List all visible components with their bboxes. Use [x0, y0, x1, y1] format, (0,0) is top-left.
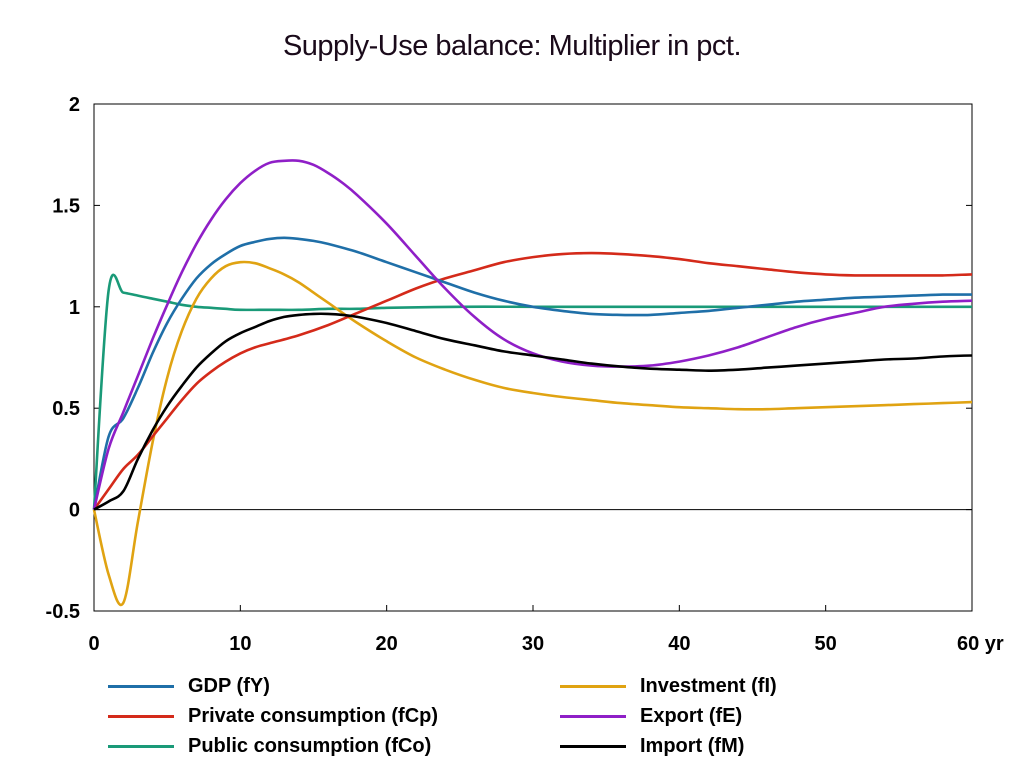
series-line-private-consumption-fcp	[92, 251, 973, 511]
y-tick-label: 0	[69, 500, 80, 522]
series-line-export-fe	[92, 159, 973, 510]
series-line-investment-fi	[92, 260, 973, 607]
axes	[93, 103, 973, 612]
plot-frame	[93, 103, 973, 612]
x-tick-label: 60 yr	[957, 633, 1004, 655]
series-line-import-fm	[93, 312, 973, 511]
x-tick-label: 0	[88, 633, 99, 655]
x-tick-label: 40	[668, 633, 690, 655]
x-tick-label: 10	[229, 633, 251, 655]
series-line-public-consumption-fco	[92, 273, 972, 510]
series-line-gdp-fy	[92, 236, 973, 510]
x-tick-label: 20	[376, 633, 398, 655]
y-tick-label: -0.5	[46, 601, 80, 623]
y-tick-label: 1	[69, 297, 80, 319]
series-lines	[92, 159, 973, 607]
x-tick-label: 30	[522, 633, 544, 655]
x-tick-label: 50	[815, 633, 837, 655]
y-tick-label: 0.5	[52, 398, 80, 420]
chart-title: Supply-Use balance: Multiplier in pct.	[282, 30, 742, 62]
y-tick-label: 2	[69, 94, 80, 116]
y-tick-label: 1.5	[52, 195, 80, 217]
tick-labels: -0.500.511.520 10 20 30 40 50 60 yr	[46, 94, 1004, 655]
